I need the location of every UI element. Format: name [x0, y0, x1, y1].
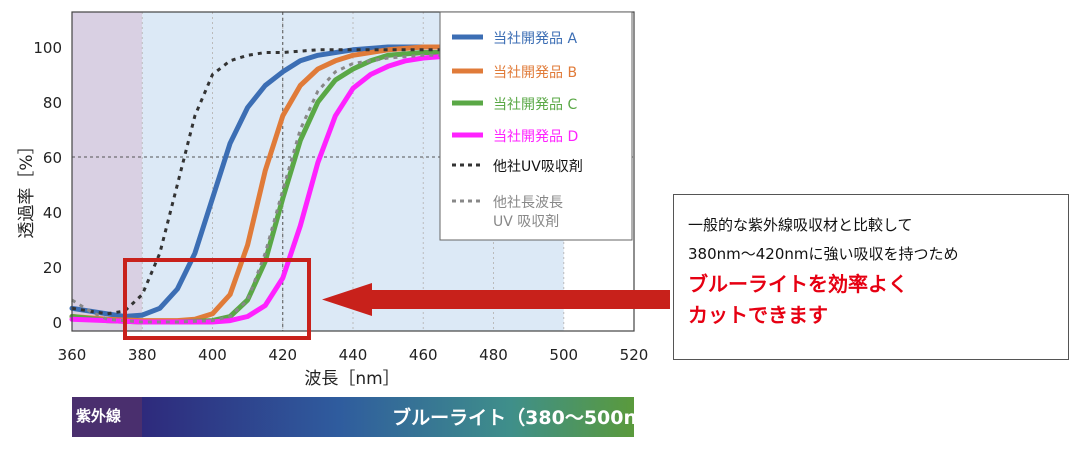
- shaded-region-0: [72, 12, 143, 331]
- x-tick-440: 440: [339, 346, 368, 364]
- y-axis-title: 透過率［%］: [17, 137, 37, 238]
- annotation-line-1: 一般的な紫外線吸収材と比較して: [688, 216, 913, 234]
- x-tick-500: 500: [549, 346, 578, 364]
- x-tick-360: 360: [58, 346, 87, 364]
- legend-label-4: 他社UV吸収剤: [493, 159, 583, 175]
- x-tick-460: 460: [409, 346, 438, 364]
- x-tick-480: 480: [479, 346, 508, 364]
- y-tick-100: 100: [33, 39, 62, 57]
- x-axis-title: 波長［nm］: [304, 369, 399, 389]
- y-tick-40: 40: [43, 204, 62, 222]
- annotation-highlight-2: カットできます: [688, 303, 828, 327]
- x-tick-520: 520: [620, 346, 649, 364]
- annotation-line-2: 380nm〜420nmに強い吸収を持つため: [688, 245, 959, 263]
- bluelight-band: [142, 397, 634, 437]
- arrow: [322, 283, 670, 316]
- legend-label-3: 当社開発品 D: [493, 129, 578, 145]
- x-tick-400: 400: [198, 346, 227, 364]
- legend-label-0: 当社開発品 A: [493, 31, 577, 47]
- bluelight-band-label: ブルーライト（380〜500nm）: [392, 407, 676, 429]
- highlight-box: [123, 258, 311, 340]
- x-tick-420: 420: [268, 346, 297, 364]
- legend-label-2: 当社開発品 C: [493, 97, 577, 113]
- annotation-highlight-1: ブルーライトを効率よく: [688, 272, 908, 296]
- y-tick-20: 20: [43, 259, 62, 277]
- annotation-box: 一般的な紫外線吸収材と比較して 380nm〜420nmに強い吸収を持つため ブル…: [673, 194, 1069, 360]
- bluelight-band-label-wrap: ブルーライト（380〜500nm）: [0, 403, 1080, 430]
- legend-label-5: 他社長波長: [493, 195, 563, 211]
- uv-band-label: 紫外線: [76, 407, 122, 425]
- x-tick-380: 380: [128, 346, 157, 364]
- legend-label-1: 当社開発品 B: [493, 65, 577, 81]
- legend-label-5-line1: UV 吸収剤: [493, 214, 559, 230]
- y-tick-0: 0: [52, 314, 62, 332]
- y-tick-60: 60: [43, 149, 62, 167]
- plot-frame: [71, 11, 635, 332]
- uv-band: [72, 397, 142, 437]
- y-tick-80: 80: [43, 94, 62, 112]
